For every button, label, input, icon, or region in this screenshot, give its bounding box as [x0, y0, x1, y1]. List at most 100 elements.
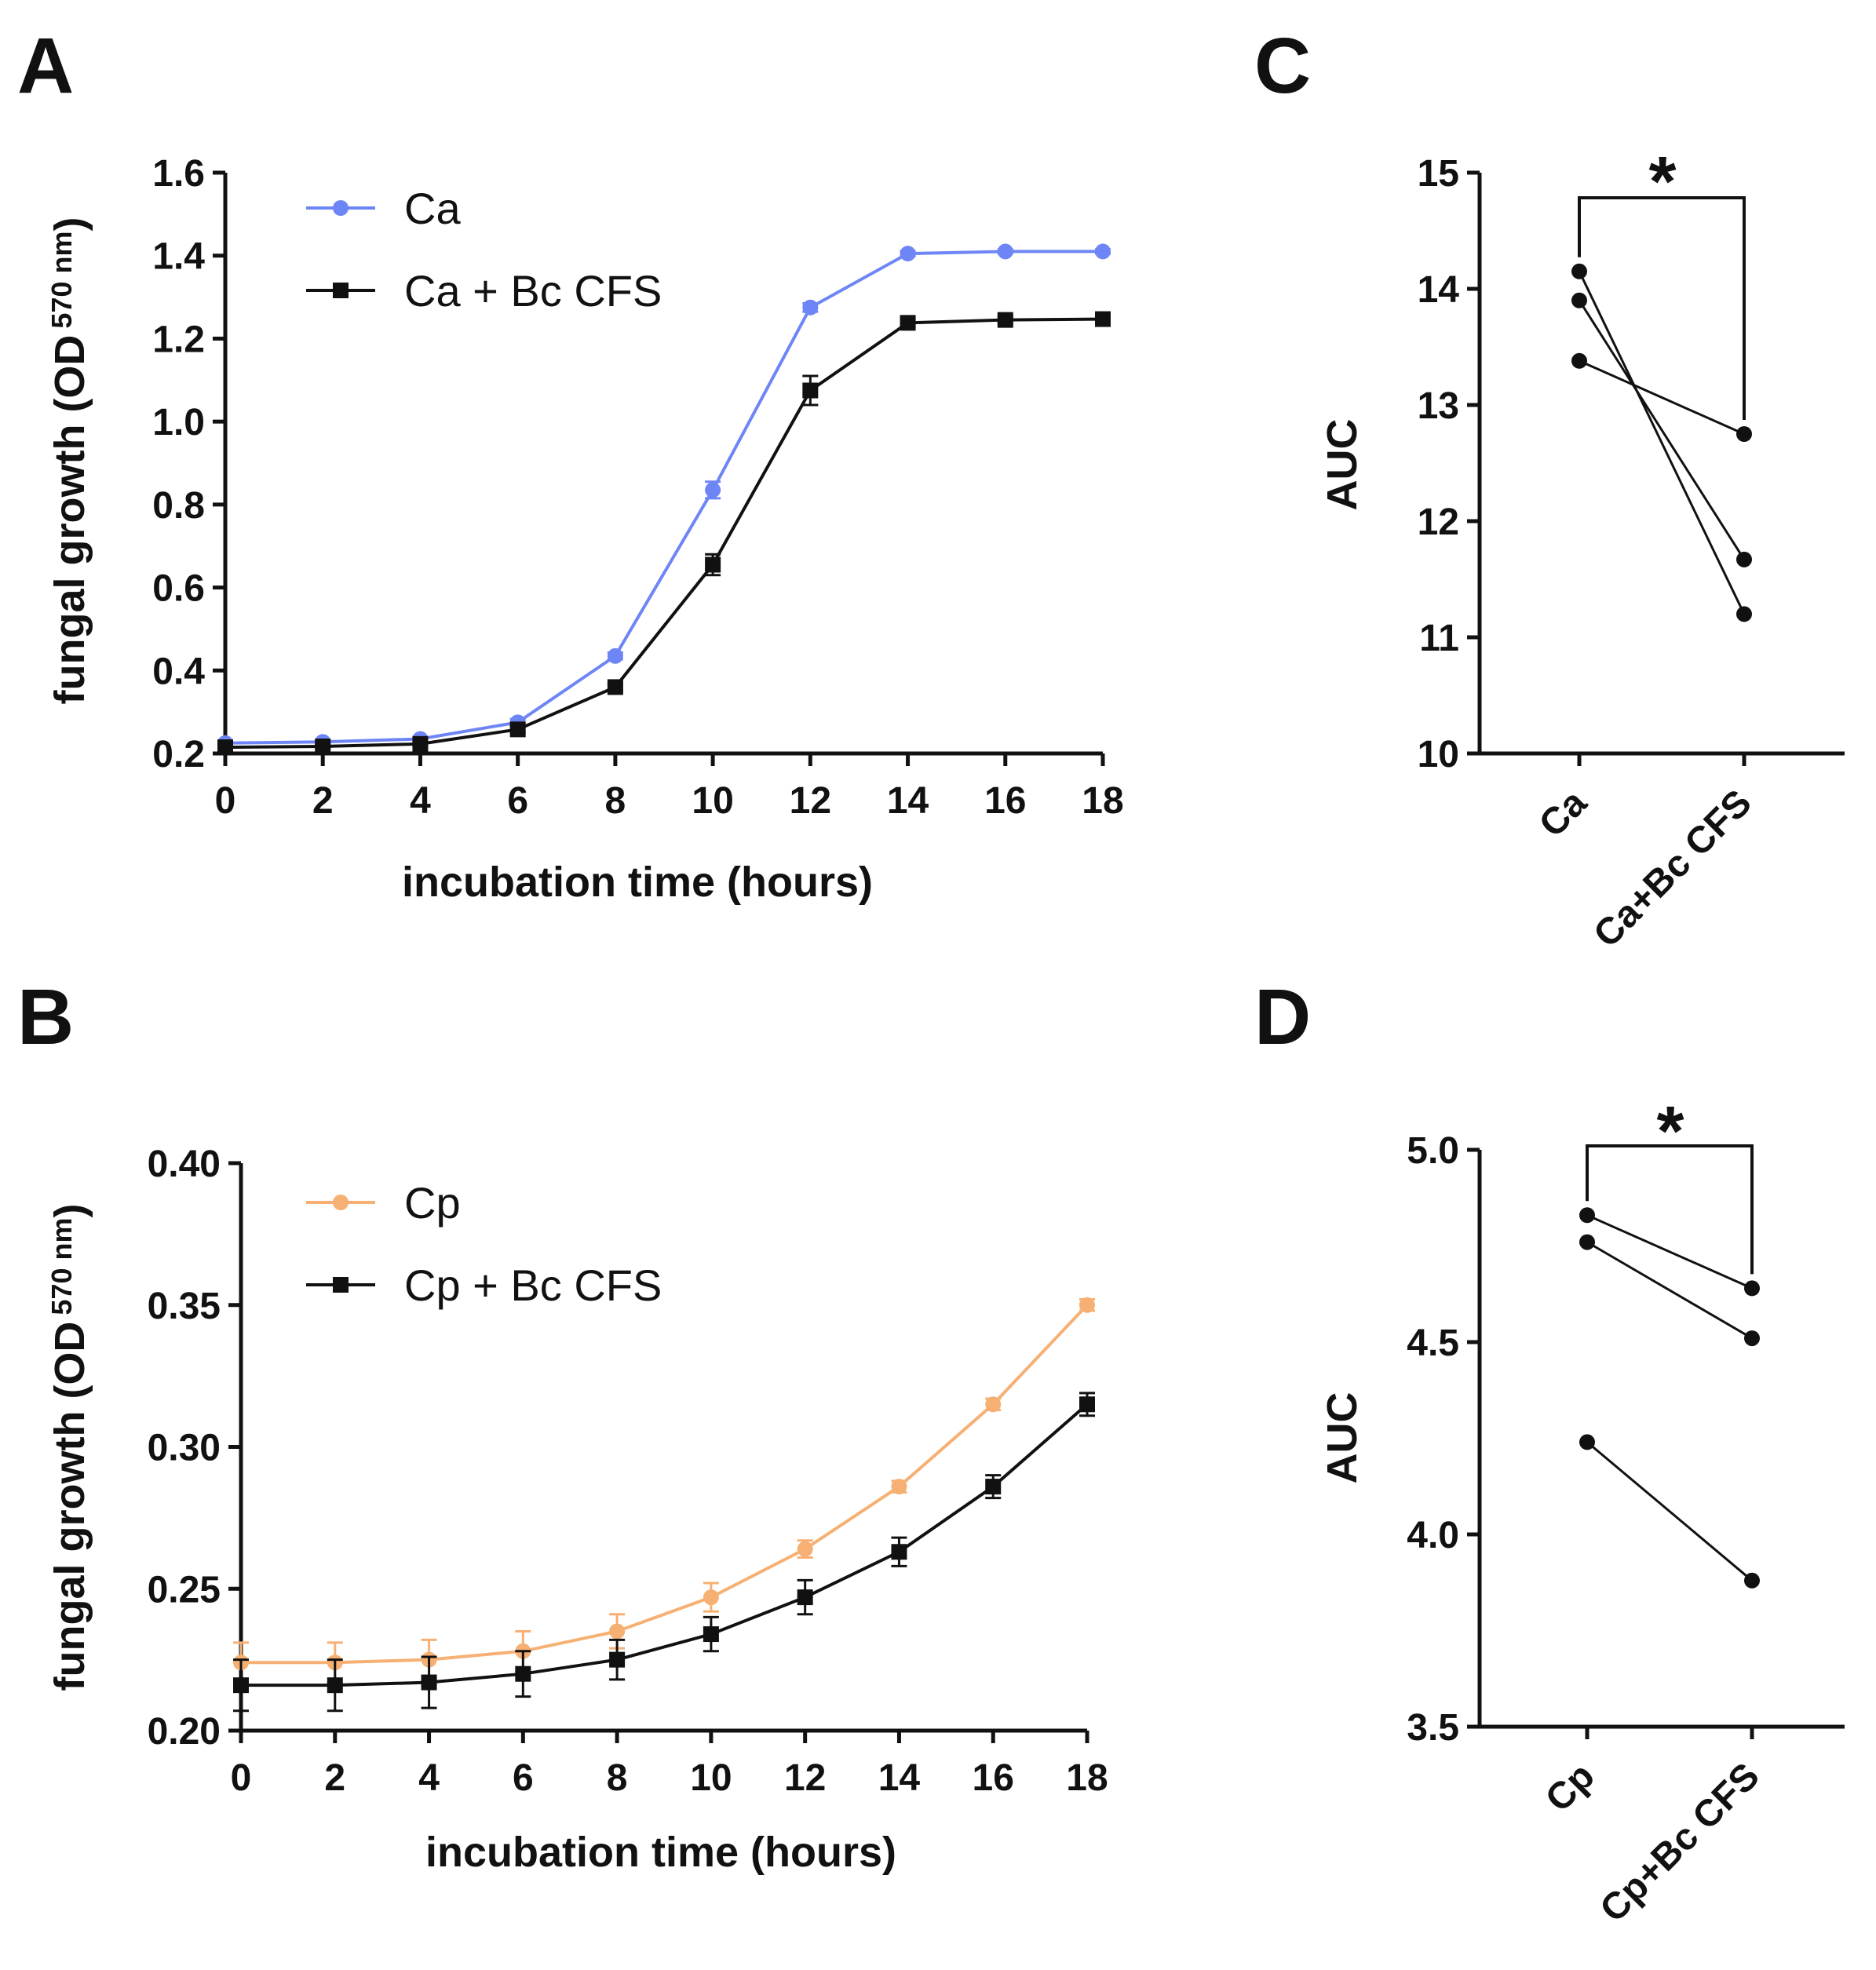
chart-b-point [327, 1677, 343, 1694]
chart-a-point [705, 482, 721, 498]
chart-c-point [1571, 263, 1587, 279]
chart-b-y-tick-label: 0.40 [148, 1144, 221, 1185]
chart-d-point [1744, 1330, 1760, 1347]
chart-c-y-tick-label: 15 [1418, 153, 1459, 195]
legend-label-ca-bc: Ca + Bc CFS [404, 266, 662, 316]
chart-a-plot: 0.2 0.4 0.6 0.8 1.0 1.2 1.4 1.6 0 2 4 6 8 10 12 14 16 18 [152, 153, 1123, 822]
legend-label-ca: Ca [404, 184, 461, 233]
chart-a-point [1095, 311, 1111, 327]
chart-c-significance: * [1648, 143, 1676, 221]
chart-b: 0.20 0.25 0.30 0.35 0.40 0 2 4 6 8 10 12 14 16 18 incu… [46, 1144, 1108, 1876]
chart-c-y-tick-label: 10 [1418, 734, 1459, 775]
chart-b-point [891, 1544, 907, 1560]
chart-b-x-tick-label: 18 [1066, 1757, 1108, 1799]
chart-d-point [1579, 1234, 1595, 1250]
chart-a-point [217, 739, 233, 756]
chart-d-pair-line [1586, 1241, 1753, 1340]
chart-b-ylabel-sub: 570 nm [46, 1217, 78, 1315]
chart-b-legend: Cp Cp + Bc CFS [306, 1178, 662, 1310]
chart-a-series-line [224, 250, 1103, 745]
chart-c-point [1736, 426, 1752, 442]
chart-b-point [891, 1479, 907, 1495]
chart-b-point [797, 1541, 813, 1557]
chart-c-pair-line [1578, 271, 1746, 615]
chart-b-x-tick-label: 2 [324, 1757, 345, 1799]
chart-a-x-tick-label: 16 [984, 780, 1026, 822]
chart-b-series-line [241, 1304, 1089, 1665]
chart-b-ylabel: fungal growth (OD 570 nm) [46, 1204, 93, 1691]
chart-c-point [1736, 551, 1752, 567]
chart-c-point [1571, 352, 1587, 369]
chart-d-y-tick-label: 4.0 [1407, 1515, 1459, 1556]
chart-b-y-tick-label: 0.20 [148, 1711, 221, 1753]
chart-a-point [802, 299, 819, 316]
chart-b-point [1079, 1297, 1095, 1313]
chart-a-ylabel-main: fungal growth (OD [46, 335, 93, 705]
chart-a-y-tick-label: 1.4 [152, 236, 205, 278]
chart-d-x-tick-label: Cp [1538, 1755, 1603, 1820]
chart-a-x-tick-label: 12 [790, 780, 831, 822]
chart-a-x-tick-label: 10 [692, 780, 733, 822]
chart-b-point [609, 1623, 626, 1640]
legend-marker-ca-bc [333, 283, 349, 298]
chart-a-point [802, 382, 819, 399]
chart-c-ylabel: AUC [1319, 419, 1366, 511]
chart-b-point [515, 1665, 531, 1682]
chart-b-x-tick-label: 12 [784, 1757, 826, 1799]
chart-a-point [509, 721, 526, 738]
chart-c-point [1736, 606, 1752, 622]
chart-b-point [421, 1674, 437, 1691]
chart-d-y-tick-label: 5.0 [1407, 1130, 1459, 1172]
chart-c-point [1571, 292, 1587, 308]
legend-marker-cp [333, 1195, 349, 1210]
chart-a-y-tick-label: 0.8 [152, 485, 205, 527]
chart-a-point [900, 315, 916, 331]
chart-b-point [985, 1479, 1002, 1495]
chart-a-y-tick-label: 0.4 [152, 651, 205, 692]
chart-a-point [607, 679, 623, 695]
chart-b-x-tick-label: 16 [973, 1757, 1014, 1799]
chart-b-y-tick-label: 0.30 [148, 1428, 221, 1469]
chart-c-y-tick-label: 12 [1418, 502, 1459, 543]
chart-b-x-tick-label: 6 [513, 1757, 534, 1799]
chart-a-point [412, 735, 429, 752]
legend-label-cp-bc: Cp + Bc CFS [404, 1260, 662, 1310]
chart-d-significance: * [1656, 1093, 1684, 1171]
chart-a-point [315, 739, 331, 755]
chart-b-series-line [241, 1403, 1089, 1687]
chart-a-x-tick-label: 14 [887, 780, 929, 822]
chart-a: 0.20.40.60.81.01.21.41.60 2 4 6 8 10 12 14 16 18 … [46, 153, 1124, 906]
chart-d-point [1579, 1207, 1595, 1224]
chart-c-x-tick-label: Ca [1531, 782, 1595, 845]
legend-label-cp: Cp [404, 1178, 461, 1228]
chart-d-point [1744, 1280, 1760, 1297]
legend-marker-ca [333, 200, 349, 216]
chart-b-ylabel-end: ) [46, 1204, 93, 1218]
chart-b-y-tick-label: 0.25 [148, 1569, 221, 1611]
chart-b-x-tick-label: 4 [418, 1757, 440, 1799]
chart-a-y-tick-label: 1.0 [152, 402, 205, 443]
chart-a-point [900, 246, 916, 262]
chart-a-ylabel-end: ) [46, 217, 93, 232]
chart-a-point [1095, 243, 1111, 260]
chart-b-point [609, 1651, 626, 1668]
chart-b-point [797, 1589, 813, 1606]
chart-a-y-tick-label: 0.6 [152, 568, 205, 610]
chart-d-pair-line [1586, 1441, 1753, 1581]
chart-d-pair-line [1586, 1213, 1753, 1290]
chart-b-point [985, 1396, 1002, 1413]
chart-d-point [1744, 1572, 1760, 1589]
chart-b-x-tick-label: 8 [607, 1757, 628, 1799]
chart-a-x-tick-label: 2 [312, 780, 334, 822]
chart-a-legend: Ca Ca + Bc CFS [306, 184, 662, 316]
chart-a-point [607, 648, 623, 664]
panel-label-d: D [1254, 973, 1311, 1061]
chart-a-series-line [224, 317, 1104, 750]
chart-c-y-tick-label: 11 [1419, 618, 1459, 659]
chart-a-y-tick-label: 0.2 [152, 734, 205, 775]
chart-a-y-tick-label: 1.6 [152, 153, 205, 195]
chart-a-x-tick-label: 8 [605, 780, 626, 822]
